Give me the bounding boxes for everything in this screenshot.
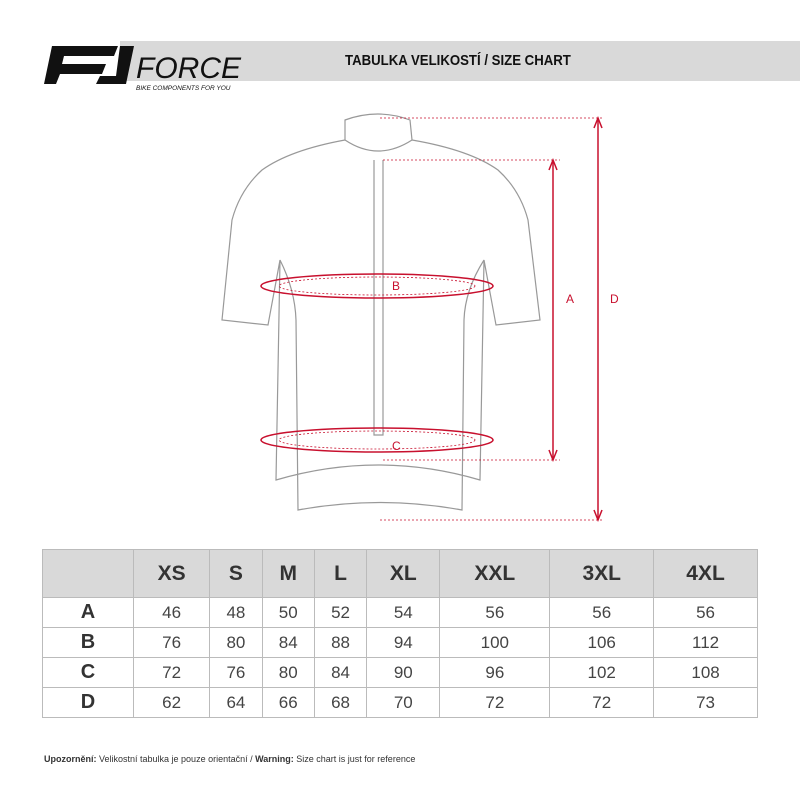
row-label: A <box>42 597 134 628</box>
measure-b-ellipse <box>260 273 494 299</box>
svg-text:BIKE COMPONENTS FOR YOU: BIKE COMPONENTS FOR YOU <box>136 85 231 92</box>
cell-value: 76 <box>132 627 211 658</box>
cell-value: 56 <box>653 597 758 628</box>
row-label: B <box>42 627 134 658</box>
cell-value: 56 <box>439 597 551 628</box>
row-label: D <box>42 687 134 718</box>
cell-value: 66 <box>261 687 315 718</box>
header-band <box>120 41 800 81</box>
cell-value: 84 <box>313 657 368 688</box>
size-l: L <box>313 549 368 598</box>
cell-value: 54 <box>366 597 441 628</box>
cell-value: 112 <box>653 627 758 658</box>
table-row: A 46 48 50 52 54 56 56 56 <box>42 597 758 628</box>
label-a: A <box>566 292 574 306</box>
size-3xl: 3XL <box>549 549 655 598</box>
cell-value: 72 <box>132 657 211 688</box>
size-xxl: XXL <box>439 549 551 598</box>
cell-value: 72 <box>439 687 551 718</box>
cell-value: 80 <box>261 657 315 688</box>
cell-value: 64 <box>209 687 263 718</box>
table-row: C 72 76 80 84 90 96 102 108 <box>42 657 758 688</box>
size-xl: XL <box>366 549 441 598</box>
svg-text:FORCE: FORCE <box>136 52 242 85</box>
cell-value: 46 <box>132 597 211 628</box>
label-c: C <box>392 439 401 453</box>
size-xs: XS <box>132 549 211 598</box>
size-s: S <box>209 549 263 598</box>
cell-value: 102 <box>549 657 655 688</box>
row-label: C <box>42 657 134 688</box>
cell-value: 56 <box>549 597 655 628</box>
label-b: B <box>392 279 400 293</box>
cell-value: 80 <box>209 627 263 658</box>
label-d: D <box>610 292 619 306</box>
cell-value: 84 <box>261 627 315 658</box>
cell-value: 50 <box>261 597 315 628</box>
jersey-diagram: B C A D <box>221 113 619 523</box>
cell-value: 106 <box>549 627 655 658</box>
cell-value: 62 <box>132 687 211 718</box>
cell-value: 96 <box>439 657 551 688</box>
cell-value: 48 <box>209 597 263 628</box>
size-4xl: 4XL <box>653 549 758 598</box>
cell-value: 76 <box>209 657 263 688</box>
table-row: D 62 64 66 68 70 72 72 73 <box>42 687 758 718</box>
cell-value: 73 <box>653 687 758 718</box>
force-logo: FORCE BIKE COMPONENTS FOR YOU <box>44 46 242 92</box>
warning-note: Upozornění: Velikostní tabulka je pouze … <box>44 754 416 764</box>
cell-value: 72 <box>549 687 655 718</box>
cell-value: 100 <box>439 627 551 658</box>
size-table: XS S M L XL XXL 3XL 4XL A 46 48 50 52 54 56 56 5… <box>42 549 758 718</box>
cell-value: 88 <box>313 627 368 658</box>
cell-value: 94 <box>366 627 441 658</box>
cell-value: 68 <box>313 687 368 718</box>
corner-cell <box>42 549 134 598</box>
page-title: TABULKA VELIKOSTÍ / SIZE CHART <box>345 52 571 69</box>
size-m: M <box>261 549 315 598</box>
cell-value: 70 <box>366 687 441 718</box>
measure-c-ellipse <box>260 427 494 453</box>
cell-value: 90 <box>366 657 441 688</box>
size-header-row: XS S M L XL XXL 3XL 4XL <box>42 549 758 598</box>
cell-value: 108 <box>653 657 758 688</box>
cell-value: 52 <box>313 597 368 628</box>
jersey-outline <box>221 113 541 511</box>
table-row: B 76 80 84 88 94 100 106 112 <box>42 627 758 658</box>
